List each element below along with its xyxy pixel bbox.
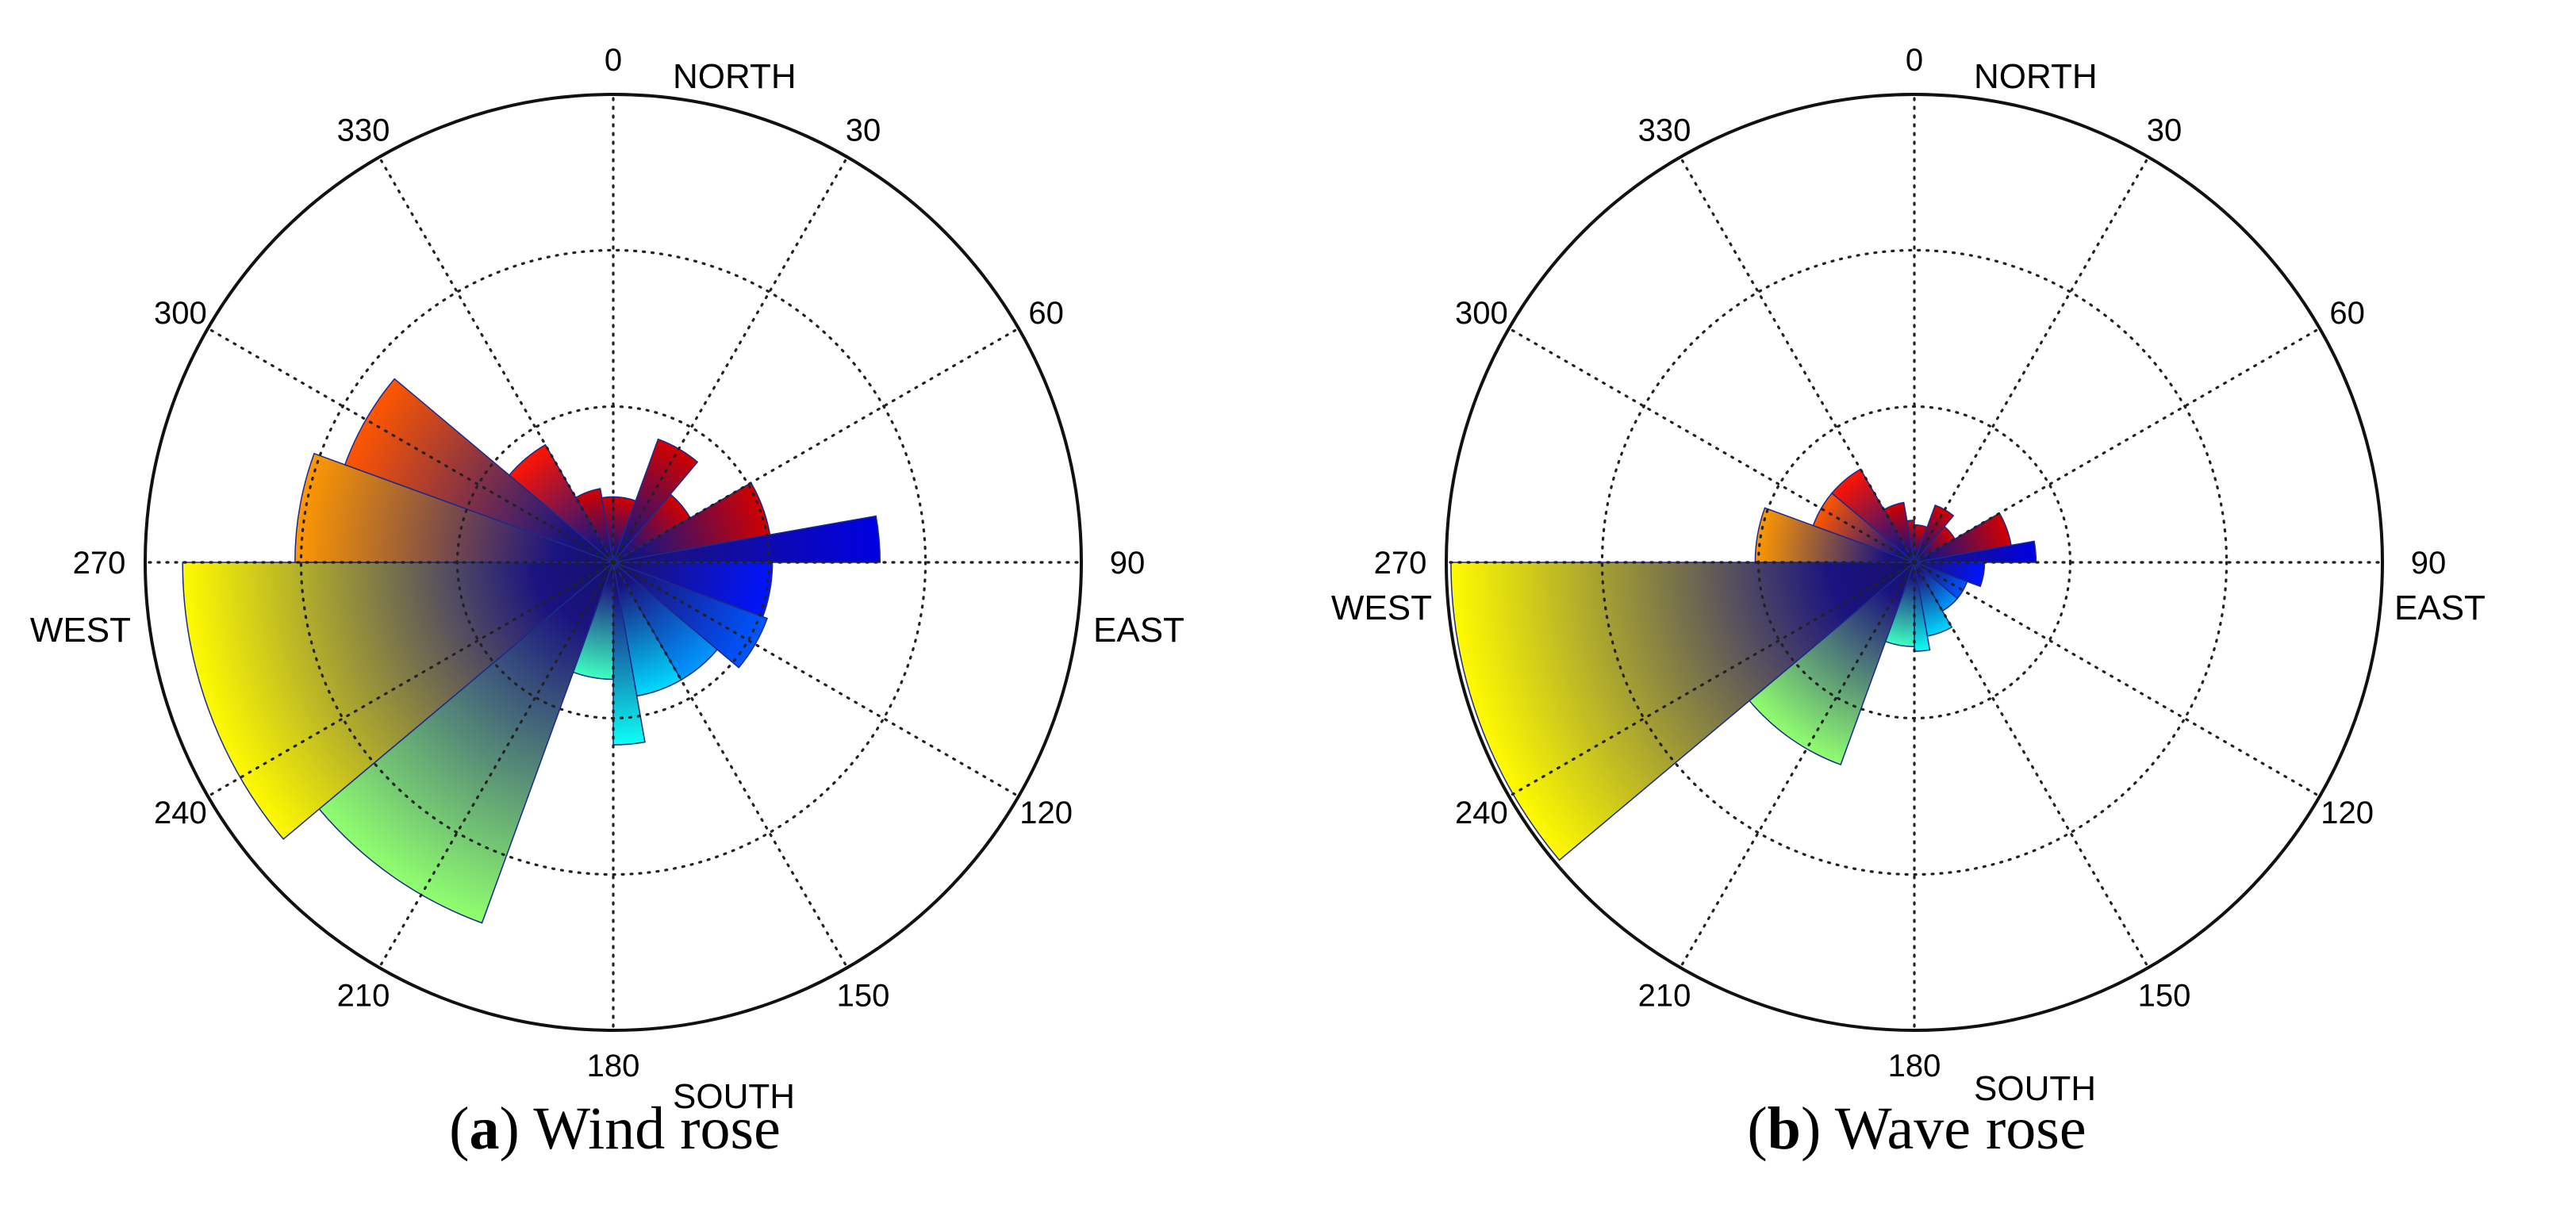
wind-tick-0: 0 bbox=[605, 43, 622, 78]
wave-tick-30: 30 bbox=[2147, 113, 2182, 148]
wind-tick-60: 60 bbox=[1028, 296, 1064, 331]
wave-sector-355 bbox=[1906, 520, 1915, 563]
wind-spoke-60 bbox=[612, 327, 1020, 564]
wave-grid-circle-1 bbox=[1600, 248, 2229, 876]
wind-rose-caption: (a) Wind rose bbox=[449, 1095, 781, 1162]
wave-spoke-240 bbox=[1507, 561, 1916, 798]
wave-tick-60: 60 bbox=[2329, 296, 2365, 331]
wave-label-west: WEST bbox=[1331, 589, 1432, 627]
wave-tick-240: 240 bbox=[1455, 796, 1508, 830]
wave-spoke-330 bbox=[1679, 155, 1916, 564]
wind-tick-90: 90 bbox=[1110, 546, 1146, 581]
wind-rose-caption-label: Wind rose bbox=[533, 1095, 781, 1162]
wave-sector-250 bbox=[1450, 562, 1917, 861]
wind-spoke-240 bbox=[206, 561, 615, 798]
wind-rose-chart: 0 30 60 90 120 150 180 210 240 270 300 330 NORTH EAST… bbox=[30, 43, 1184, 1116]
wave-label-north: NORTH bbox=[1974, 57, 2098, 96]
wind-tick-210: 210 bbox=[337, 979, 390, 1014]
wind-spoke-30 bbox=[612, 155, 849, 564]
wave-outer-ring bbox=[1445, 93, 2384, 1032]
wind-grid-circle-0 bbox=[455, 405, 771, 720]
wave-tick-150: 150 bbox=[2138, 979, 2191, 1014]
wind-sector-120 bbox=[612, 562, 769, 669]
wind-sector-355 bbox=[601, 496, 614, 563]
wind-grid-circle-1 bbox=[299, 248, 927, 876]
wind-sector-300 bbox=[344, 378, 614, 563]
wind-tick-300: 300 bbox=[154, 296, 207, 331]
wind-tick-120: 120 bbox=[1019, 796, 1073, 830]
wave-grid-circle-0 bbox=[1756, 405, 2072, 720]
wind-label-north: NORTH bbox=[673, 57, 797, 96]
wind-spoke-120 bbox=[612, 561, 1020, 798]
wind-label-south: SOUTH bbox=[673, 1077, 795, 1116]
wave-tick-0: 0 bbox=[1906, 43, 1923, 78]
wave-spoke-300 bbox=[1507, 327, 1916, 564]
wave-sector-215 bbox=[1749, 560, 1916, 765]
wave-label-south: SOUTH bbox=[1974, 1069, 2096, 1108]
wave-rose-caption-label: Wave rose bbox=[1834, 1095, 2087, 1162]
wind-spoke-330 bbox=[378, 155, 615, 564]
wind-sector-340 bbox=[574, 488, 614, 563]
wind-label-east: EAST bbox=[1093, 611, 1184, 650]
wave-tick-210: 210 bbox=[1638, 979, 1691, 1014]
wind-sector-250 bbox=[182, 562, 616, 840]
wind-rose-panel-letter: a bbox=[469, 1095, 500, 1162]
wave-label-east: EAST bbox=[2394, 589, 2486, 627]
wave-rose-caption: (b) Wave rose bbox=[1747, 1095, 2087, 1162]
wind-label-west: WEST bbox=[30, 611, 131, 650]
wave-tick-270: 270 bbox=[1374, 546, 1427, 581]
wind-spoke-150 bbox=[612, 561, 849, 969]
wave-tick-90: 90 bbox=[2411, 546, 2447, 581]
wind-spoke-210 bbox=[378, 561, 615, 969]
wave-spoke-30 bbox=[1913, 155, 2150, 564]
wave-tick-300: 300 bbox=[1455, 296, 1508, 331]
wind-tick-240: 240 bbox=[154, 796, 207, 830]
wind-sector-320 bbox=[508, 443, 614, 563]
wave-rose-panel-letter: b bbox=[1767, 1095, 1801, 1162]
wind-sector-85 bbox=[612, 515, 881, 563]
wave-tick-180: 180 bbox=[1888, 1049, 1941, 1083]
wind-spoke-300 bbox=[206, 327, 615, 564]
wind-tick-270: 270 bbox=[73, 546, 126, 581]
wave-rose-chart: 0 30 60 90 120 150 180 210 240 270 300 330 NORTH EAST… bbox=[1331, 43, 2486, 1108]
wind-sector-215 bbox=[318, 560, 615, 924]
wave-tick-330: 330 bbox=[1638, 113, 1691, 148]
wind-tick-180: 180 bbox=[587, 1049, 640, 1083]
wave-spoke-210 bbox=[1679, 561, 1916, 969]
wind-tick-30: 30 bbox=[846, 113, 881, 148]
wave-spoke-150 bbox=[1913, 561, 2150, 969]
wave-sector-320 bbox=[1830, 468, 1915, 563]
wind-tick-150: 150 bbox=[837, 979, 890, 1014]
wave-spoke-60 bbox=[1913, 327, 2321, 564]
wave-spoke-120 bbox=[1913, 561, 2321, 798]
wind-sector-280 bbox=[294, 452, 614, 563]
wind-tick-330: 330 bbox=[337, 113, 390, 148]
wind-outer-ring bbox=[144, 93, 1083, 1032]
wave-tick-120: 120 bbox=[2321, 796, 2374, 830]
